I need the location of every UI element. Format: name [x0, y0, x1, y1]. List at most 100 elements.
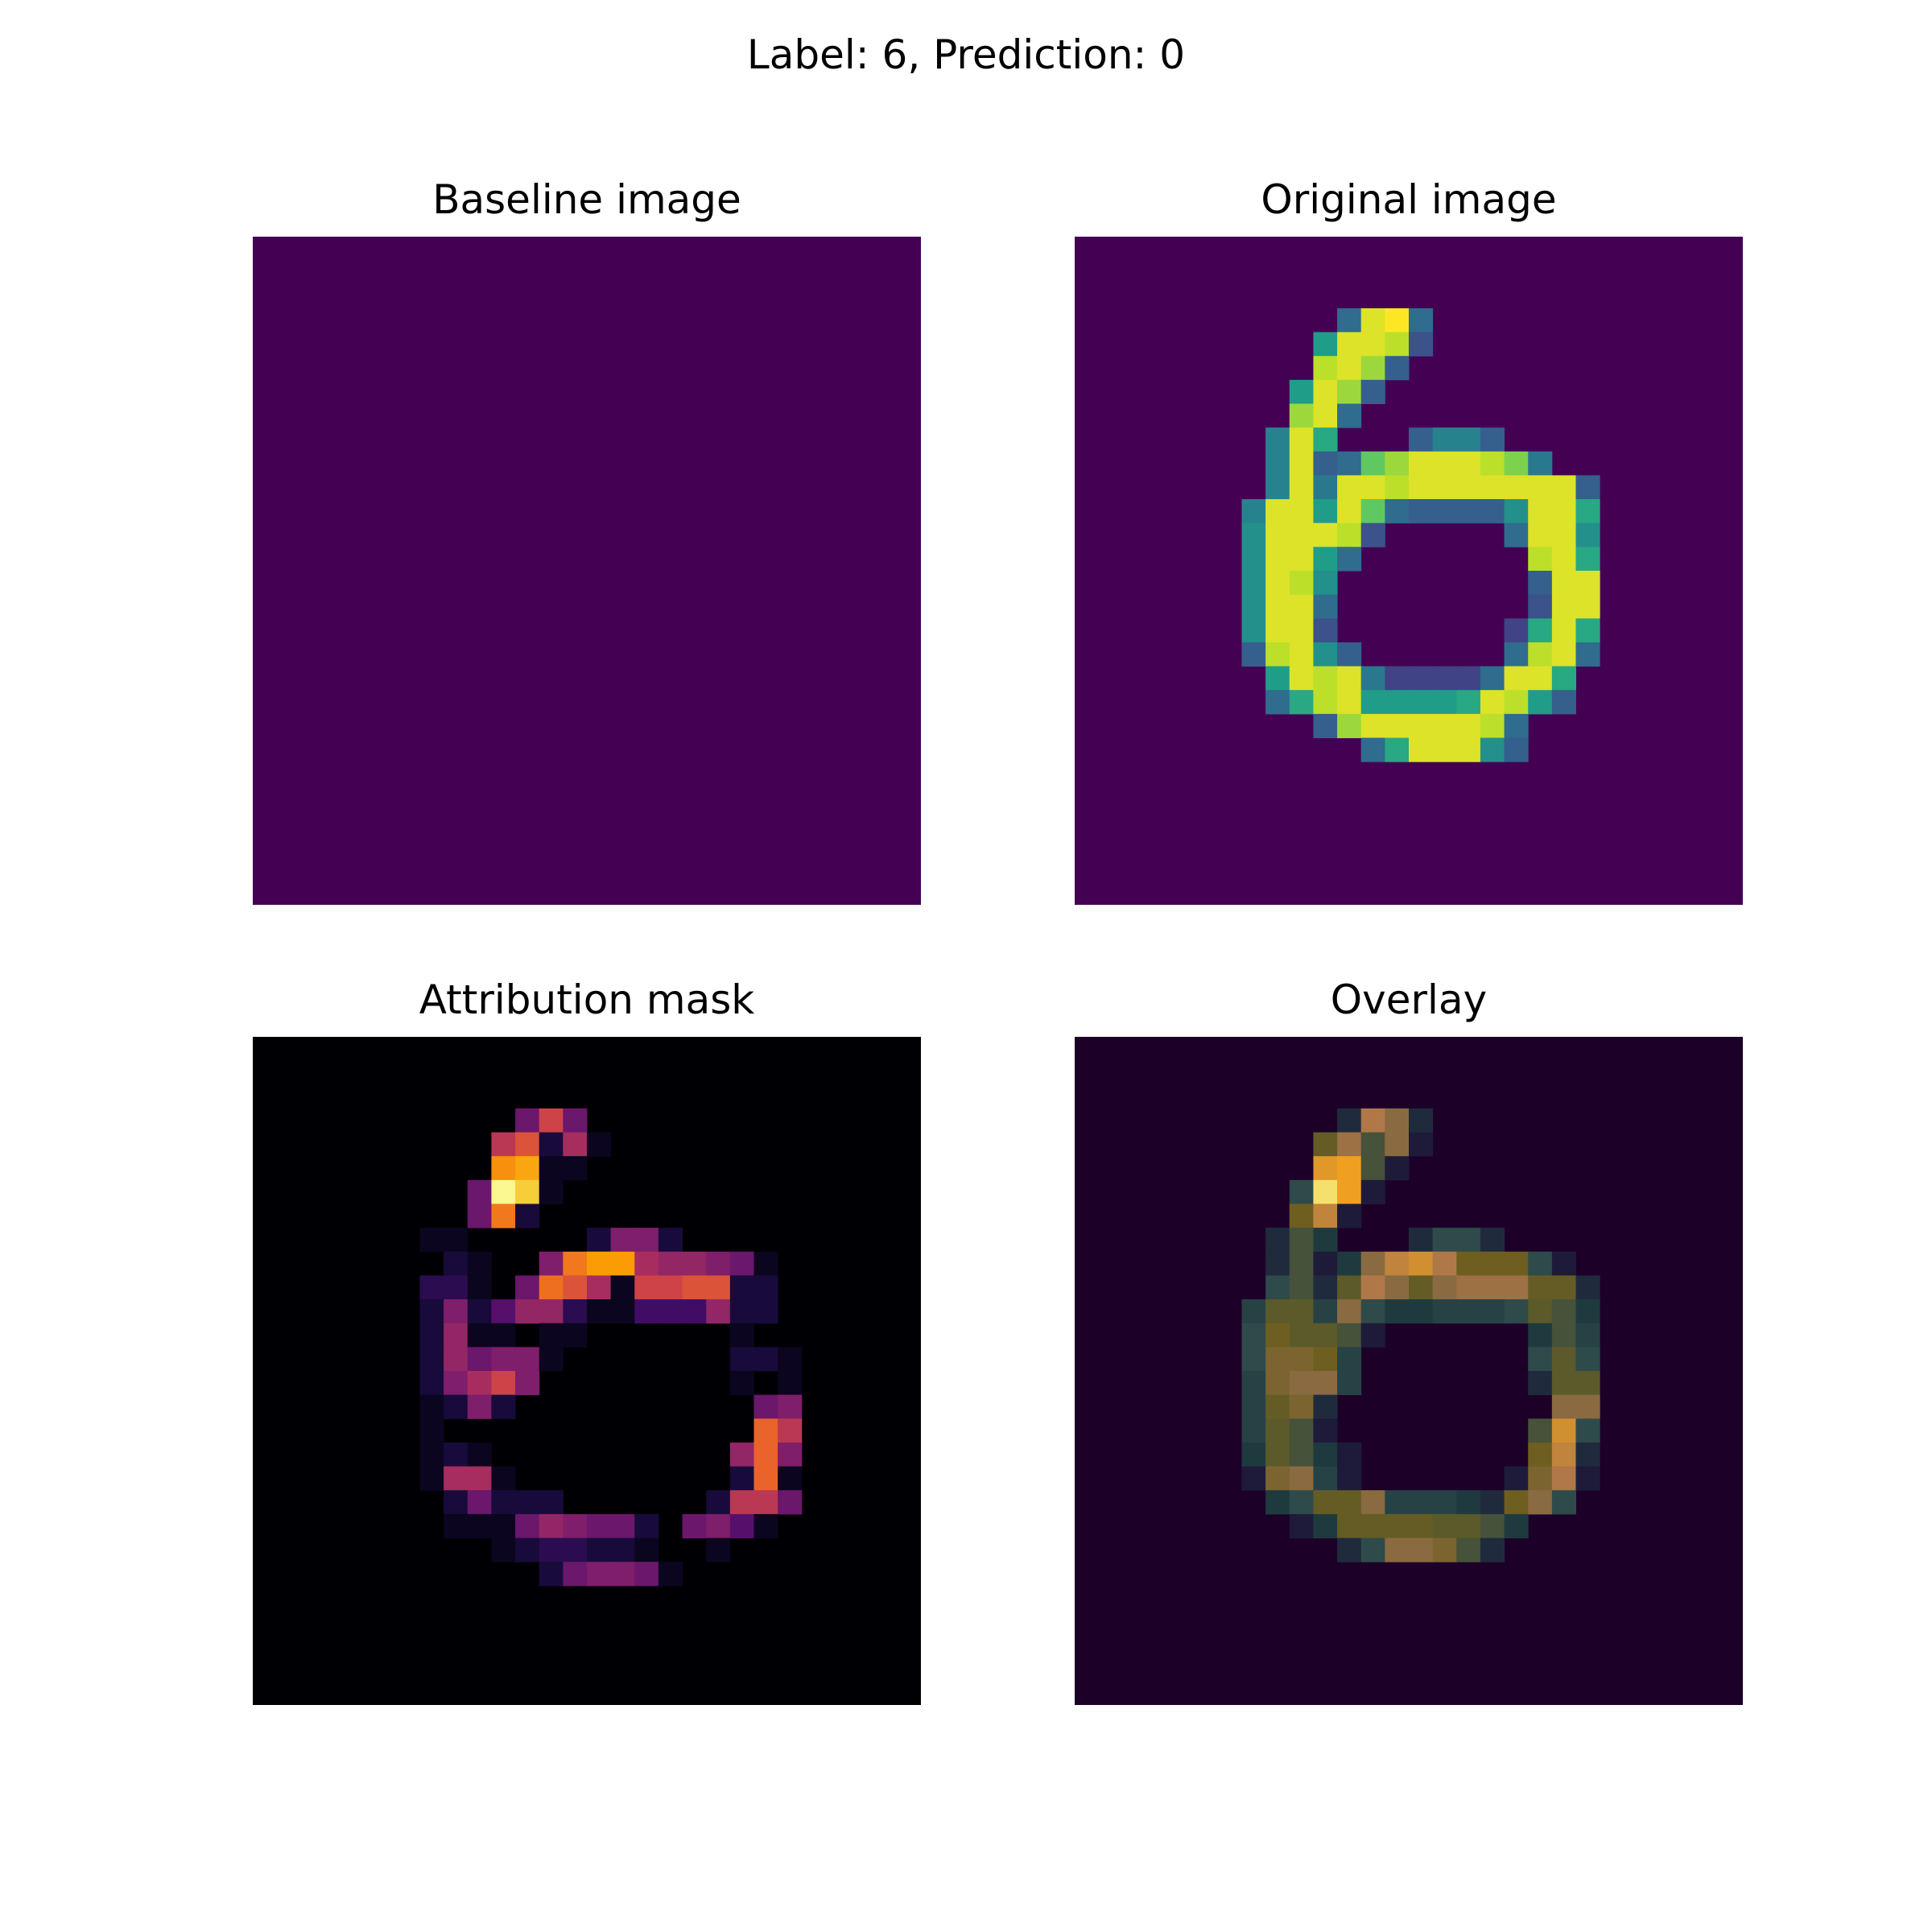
heatmap-cell	[1504, 522, 1529, 547]
heatmap-cell	[1504, 475, 1529, 500]
heatmap-cell	[587, 1251, 612, 1276]
heatmap-original	[1075, 237, 1743, 905]
heatmap-cell	[1360, 1299, 1385, 1324]
heatmap-cell	[563, 1275, 588, 1300]
heatmap-cell	[1265, 1323, 1290, 1348]
heatmap-cell	[1337, 1371, 1362, 1396]
heatmap-cell	[706, 1513, 731, 1538]
heatmap-cell	[1409, 690, 1434, 715]
heatmap-cell	[1575, 1323, 1600, 1348]
heatmap-cell	[1337, 522, 1362, 547]
heatmap-attribution	[253, 1037, 921, 1705]
heatmap-cell	[682, 1275, 707, 1300]
heatmap-cell	[444, 1228, 469, 1253]
heatmap-cell	[491, 1323, 516, 1348]
heatmap-cell	[1409, 1513, 1434, 1538]
heatmap-cell	[634, 1275, 659, 1300]
heatmap-cell	[444, 1466, 469, 1491]
heatmap-cell	[1289, 1466, 1314, 1491]
heatmap-cell	[1551, 666, 1576, 691]
heatmap-cell	[1480, 1275, 1505, 1300]
heatmap-cell	[1409, 666, 1434, 691]
heatmap-cell	[419, 1371, 444, 1396]
heatmap-cell	[753, 1442, 778, 1468]
heatmap-cell	[1313, 1228, 1338, 1253]
heatmap-cell	[515, 1513, 540, 1538]
heatmap-cell	[1456, 713, 1481, 738]
heatmap-cell	[1551, 522, 1576, 547]
heatmap-cell	[419, 1228, 444, 1253]
heatmap-cell	[1265, 522, 1290, 547]
heatmap-cell	[1360, 1132, 1385, 1157]
heatmap-cell	[1360, 332, 1385, 357]
heatmap-cell	[1313, 451, 1338, 476]
heatmap-cell	[563, 1513, 588, 1538]
heatmap-cell	[467, 1179, 492, 1204]
heatmap-cell	[1456, 737, 1481, 762]
heatmap-cell	[491, 1203, 516, 1228]
heatmap-cell	[1528, 1490, 1553, 1515]
heatmap-cell	[1575, 1394, 1600, 1419]
panel-overlay: Overlay	[1075, 976, 1743, 1705]
heatmap-cell	[444, 1371, 469, 1396]
heatmap-cell	[1289, 1203, 1314, 1228]
heatmap-cell	[1337, 499, 1362, 524]
heatmap-cell	[1480, 1228, 1505, 1253]
heatmap-cell	[539, 1108, 564, 1133]
heatmap-cell	[1337, 1347, 1362, 1372]
heatmap-cell	[1313, 403, 1338, 428]
heatmap-cell	[1409, 1490, 1434, 1515]
heatmap-cell	[539, 1513, 564, 1538]
heatmap-cell	[753, 1251, 778, 1276]
heatmap-cell	[444, 1251, 469, 1276]
heatmap-cell	[1337, 1132, 1362, 1157]
heatmap-cell	[610, 1228, 635, 1253]
heatmap-cell	[1432, 666, 1457, 691]
heatmap-cell	[706, 1275, 731, 1300]
heatmap-cell	[1289, 547, 1314, 572]
heatmap-cell	[610, 1251, 635, 1276]
heatmap-cell	[419, 1466, 444, 1491]
heatmap-cell	[1337, 713, 1362, 738]
heatmap-cell	[1575, 571, 1600, 596]
heatmap-cell	[658, 1562, 683, 1587]
heatmap-cell	[539, 1490, 564, 1515]
heatmap-cell	[1265, 1299, 1290, 1324]
heatmap-cell	[419, 1418, 444, 1443]
heatmap-cell	[1241, 547, 1266, 572]
heatmap-cell	[1265, 1251, 1290, 1276]
heatmap-cell	[1289, 1299, 1314, 1324]
heatmap-cell	[1289, 1323, 1314, 1348]
heatmap-cell	[634, 1562, 659, 1587]
heatmap-cell	[634, 1251, 659, 1276]
heatmap-cell	[1289, 1490, 1314, 1515]
heatmap-cell	[1504, 1490, 1529, 1515]
heatmap-cell	[1409, 1132, 1434, 1157]
heatmap-cell	[1551, 1418, 1576, 1443]
heatmap-cell	[1241, 522, 1266, 547]
heatmap-cell	[1504, 713, 1529, 738]
heatmap-cell	[419, 1299, 444, 1324]
heatmap-cell	[1337, 1203, 1362, 1228]
heatmap-cell	[1528, 1251, 1553, 1276]
heatmap-cell	[1337, 642, 1362, 667]
heatmap-cell	[1575, 642, 1600, 667]
heatmap-cell	[515, 1490, 540, 1515]
heatmap-cell	[1409, 308, 1434, 333]
heatmap-cell	[1265, 499, 1290, 524]
heatmap-cell	[682, 1251, 707, 1276]
heatmap-cell	[419, 1442, 444, 1468]
heatmap-cell	[444, 1513, 469, 1538]
heatmap-cell	[1504, 642, 1529, 667]
heatmap-cell	[753, 1466, 778, 1491]
heatmap-cell	[1409, 332, 1434, 357]
heatmap-cell	[539, 1275, 564, 1300]
heatmap-cell	[1504, 1466, 1529, 1491]
heatmap-cell	[1480, 690, 1505, 715]
heatmap-cell	[1409, 1538, 1434, 1563]
heatmap-cell	[444, 1442, 469, 1468]
heatmap-cell	[1575, 1275, 1600, 1300]
heatmap-cell	[1409, 737, 1434, 762]
heatmap-cell	[1480, 737, 1505, 762]
heatmap-cell	[778, 1394, 803, 1419]
